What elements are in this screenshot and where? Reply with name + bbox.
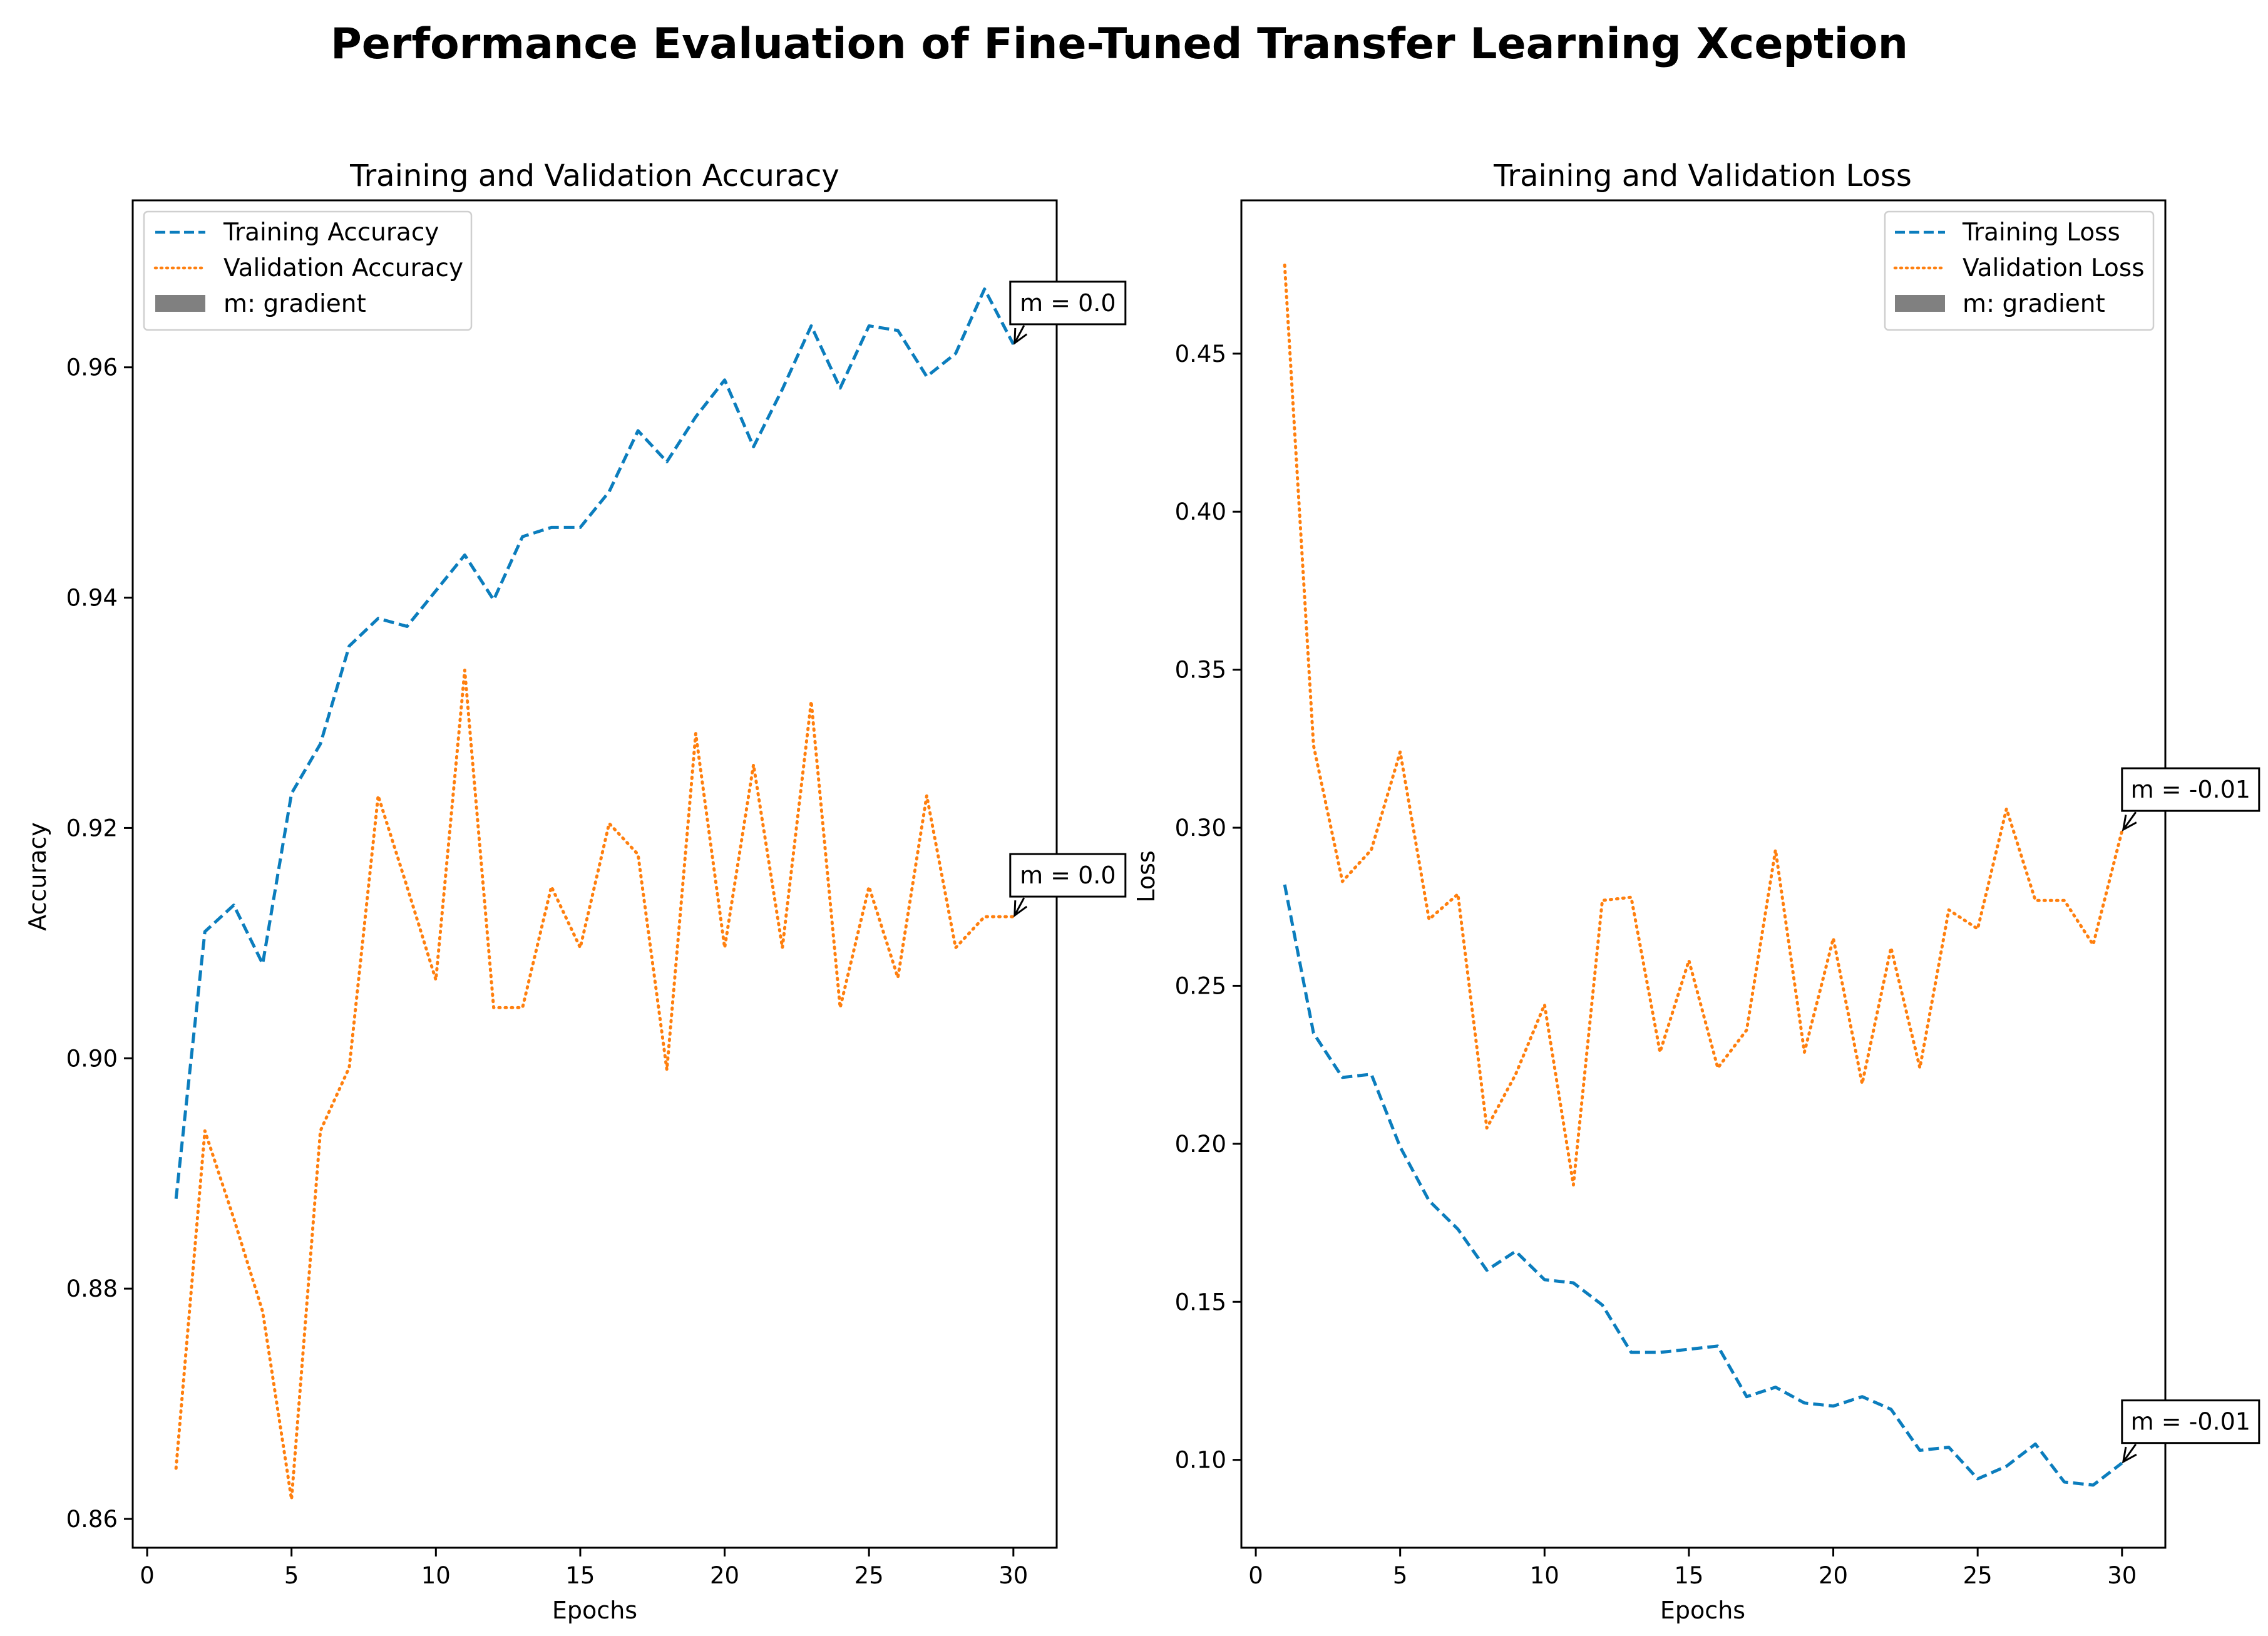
accuracy-x-tick-label: 0 bbox=[140, 1562, 155, 1589]
loss-legend-gradient-label: m: gradient bbox=[1963, 290, 2105, 318]
loss-annotation-box bbox=[2121, 1399, 2260, 1444]
loss-x-tick-label: 5 bbox=[1393, 1562, 1408, 1589]
loss-annotation-text: m = -0.01 bbox=[2131, 776, 2250, 803]
accuracy-legend-training-label: Training Accuracy bbox=[223, 219, 439, 247]
accuracy-y-tick-label: 0.94 bbox=[66, 585, 118, 612]
accuracy-gradient-annotation: m = 0.0 bbox=[1009, 853, 1127, 918]
accuracy-legend: Training Accuracy Validation Accuracy m:… bbox=[143, 210, 473, 331]
loss-legend-training-label: Training Loss bbox=[1962, 219, 2120, 247]
accuracy-plot-marks bbox=[174, 287, 1015, 1501]
loss-validation-line bbox=[1283, 264, 2124, 1186]
accuracy-chart-title: Training and Validation Accuracy bbox=[349, 158, 839, 193]
loss-axis-ticks: 0 5 10 15 20 25 30 0.10 0.15 0.20 0.25 0.30 0.35 0.40… bbox=[1175, 341, 2137, 1589]
loss-y-tick-label: 0.15 bbox=[1175, 1289, 1226, 1315]
accuracy-x-tick-label: 20 bbox=[710, 1562, 739, 1589]
loss-x-tick-label: 15 bbox=[1674, 1562, 1703, 1589]
loss-annotation-arrowhead bbox=[2122, 1446, 2137, 1464]
figure-title: Performance Evaluation of Fine-Tuned Tra… bbox=[331, 19, 1908, 69]
accuracy-annotation-text: m = 0.0 bbox=[1020, 862, 1116, 889]
loss-x-tick-label: 30 bbox=[2107, 1562, 2137, 1589]
accuracy-legend-gradient-label: m: gradient bbox=[223, 290, 366, 318]
loss-training-line bbox=[1283, 884, 2123, 1487]
loss-legend-box bbox=[1884, 210, 2155, 331]
accuracy-y-tick-label: 0.86 bbox=[66, 1506, 118, 1533]
loss-annotation-arrowhead bbox=[2122, 815, 2137, 831]
loss-y-tick-label: 0.40 bbox=[1175, 498, 1226, 525]
loss-subplot: Training and Validation Loss Epochs Loss… bbox=[1132, 158, 2260, 1624]
loss-legend-gradient-patch bbox=[1895, 295, 1945, 312]
loss-legend: Training Loss Validation Loss m: gradien… bbox=[1884, 210, 2155, 331]
accuracy-x-axis-label: Epochs bbox=[552, 1597, 637, 1624]
loss-y-tick-label: 0.30 bbox=[1175, 815, 1226, 841]
loss-annotation-arrow bbox=[2122, 811, 2137, 830]
loss-chart-title: Training and Validation Loss bbox=[1493, 158, 1912, 193]
loss-x-axis-label: Epochs bbox=[1660, 1597, 1745, 1624]
accuracy-legend-box bbox=[143, 210, 473, 331]
accuracy-annotation-box bbox=[1009, 853, 1127, 898]
accuracy-subplot: Training and Validation Accuracy Epochs … bbox=[24, 158, 1127, 1624]
loss-gradient-annotation: m = -0.01 bbox=[2121, 1399, 2260, 1464]
accuracy-x-tick-label: 15 bbox=[565, 1562, 595, 1589]
accuracy-y-tick-label: 0.92 bbox=[66, 815, 118, 841]
loss-annotation-box bbox=[2121, 767, 2260, 812]
loss-gradient-annotation: m = -0.01 bbox=[2121, 767, 2260, 831]
accuracy-y-tick-label: 0.88 bbox=[66, 1275, 118, 1302]
accuracy-x-tick-label: 30 bbox=[998, 1562, 1028, 1589]
accuracy-annotations: m = 0.0 m = 0.0 bbox=[1009, 280, 1127, 918]
loss-x-tick-label: 0 bbox=[1248, 1562, 1263, 1589]
loss-y-tick-label: 0.20 bbox=[1175, 1131, 1226, 1158]
loss-y-tick-label: 0.45 bbox=[1175, 341, 1226, 368]
accuracy-annotation-box bbox=[1009, 280, 1127, 326]
loss-y-tick-label: 0.35 bbox=[1175, 657, 1226, 684]
accuracy-validation-line bbox=[174, 668, 1015, 1501]
accuracy-annotation-arrowhead bbox=[1013, 900, 1028, 918]
loss-annotation-arrow bbox=[2122, 1443, 2137, 1463]
loss-plot-marks bbox=[1283, 264, 2124, 1487]
accuracy-axis-ticks: 0 5 10 15 20 25 30 0.86 0.88 0.90 0.92 0.94 0.96 bbox=[66, 354, 1029, 1589]
accuracy-training-line bbox=[174, 287, 1015, 1199]
accuracy-y-axis-label: Accuracy bbox=[24, 822, 51, 931]
accuracy-annotation-arrowhead bbox=[1013, 327, 1028, 345]
accuracy-x-tick-label: 10 bbox=[421, 1562, 451, 1589]
accuracy-y-tick-label: 0.96 bbox=[66, 354, 118, 381]
accuracy-y-tick-label: 0.90 bbox=[66, 1045, 118, 1072]
loss-plot-frame bbox=[1240, 199, 2167, 1549]
loss-x-tick-label: 10 bbox=[1530, 1562, 1559, 1589]
accuracy-annotation-arrow bbox=[1013, 325, 1025, 344]
accuracy-legend-gradient-patch bbox=[155, 295, 205, 312]
loss-annotations: m = -0.01 m = -0.01 bbox=[2121, 767, 2260, 1464]
loss-x-tick-label: 25 bbox=[1963, 1562, 1993, 1589]
loss-y-tick-label: 0.25 bbox=[1175, 972, 1226, 999]
loss-y-tick-label: 0.10 bbox=[1175, 1447, 1226, 1474]
loss-legend-validation-label: Validation Loss bbox=[1963, 254, 2145, 282]
loss-annotation-text: m = -0.01 bbox=[2131, 1408, 2250, 1436]
accuracy-annotation-arrow bbox=[1013, 897, 1025, 916]
loss-x-tick-label: 20 bbox=[1819, 1562, 1848, 1589]
loss-y-axis-label: Loss bbox=[1132, 850, 1160, 902]
accuracy-annotation-text: m = 0.0 bbox=[1020, 289, 1116, 317]
accuracy-x-tick-label: 5 bbox=[284, 1562, 299, 1589]
accuracy-x-tick-label: 25 bbox=[854, 1562, 884, 1589]
accuracy-gradient-annotation: m = 0.0 bbox=[1009, 280, 1127, 345]
accuracy-legend-validation-label: Validation Accuracy bbox=[223, 254, 463, 282]
